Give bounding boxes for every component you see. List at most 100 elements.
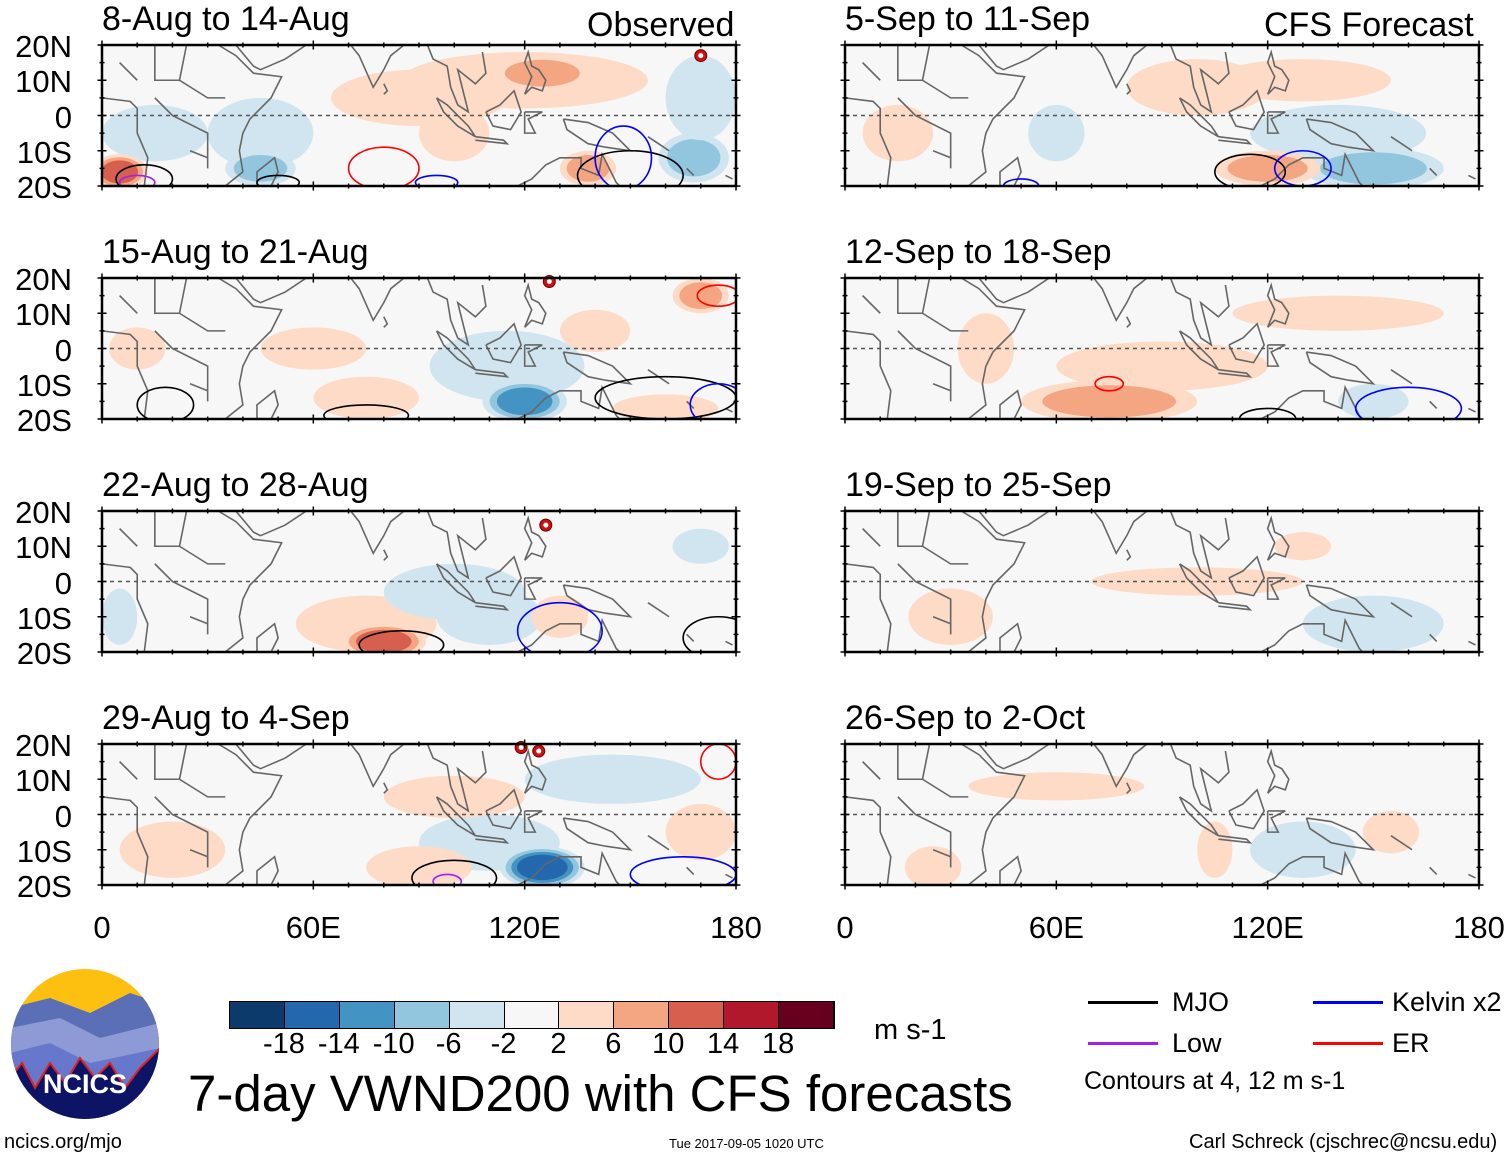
coastline (897, 744, 931, 781)
coastline (515, 617, 621, 652)
coastline (897, 330, 952, 402)
coastline (960, 511, 1026, 652)
coastline (119, 62, 138, 81)
coastline (523, 748, 547, 794)
anomaly-region (436, 588, 543, 645)
coastline (102, 796, 149, 885)
contour-er (1094, 375, 1125, 392)
coastline (154, 278, 188, 315)
contour-note: Contours at 4, 12 m s-1 (1084, 1067, 1346, 1095)
coastline (217, 45, 283, 186)
panel-title: 29-Aug to 4-Sep (102, 699, 350, 737)
legend-label-er: ER (1392, 1028, 1430, 1058)
contour-low (432, 873, 463, 885)
coastline (999, 855, 1022, 885)
coastline (523, 49, 547, 95)
coastline (475, 368, 510, 378)
coastline (897, 278, 931, 315)
coastline (862, 761, 881, 780)
colorbar-units: m s-1 (874, 1014, 947, 1046)
lon-tick-label: 120E (488, 910, 561, 945)
coastline (845, 796, 892, 885)
coastline (154, 97, 209, 169)
anomaly-region (102, 588, 138, 645)
lat-tick-label: 20S (16, 403, 72, 438)
coastline (217, 744, 283, 885)
contour-mjo (1214, 153, 1287, 186)
contour-mjo (115, 164, 174, 186)
legend-label-low: Low (1172, 1028, 1222, 1058)
anomaly-region (313, 376, 419, 419)
map-panel (97, 40, 741, 191)
legend-line-er (1313, 1042, 1383, 1045)
coastline (119, 761, 138, 780)
lat-tick-label: 20N (15, 495, 72, 530)
anomaly-region (1042, 385, 1177, 418)
colorbar-swatch (339, 1002, 395, 1028)
lat-tick-label: 10N (15, 530, 72, 566)
coastline (1169, 744, 1230, 813)
coastline (1228, 555, 1266, 597)
panel-title: 15-Aug to 21-Aug (102, 233, 369, 271)
coastline (154, 744, 188, 781)
contour-er (347, 146, 420, 186)
legend-label-mjo: MJO (1172, 987, 1229, 1017)
footer-url: ncics.org/mjo (4, 1131, 122, 1153)
lat-tick-label: 20S (16, 170, 72, 205)
coastline (256, 389, 279, 419)
anomaly-region (1274, 532, 1332, 561)
coastline (562, 118, 633, 152)
map-panel (840, 506, 1484, 657)
coastline (349, 45, 406, 90)
coastline (523, 282, 547, 328)
panel-title: 5-Sep to 11-Sep (845, 0, 1091, 38)
coastline (154, 45, 188, 82)
panel-title: 12-Sep to 18-Sep (845, 233, 1112, 271)
colorbar-label: -6 (435, 1028, 462, 1060)
coastline (102, 97, 149, 186)
colorbar-label: -18 (262, 1028, 305, 1060)
contour-kelvin (516, 601, 603, 652)
anomaly-region (957, 313, 1015, 384)
anomaly-region (1227, 154, 1308, 182)
coastline (383, 782, 389, 794)
anomaly-region (1250, 821, 1356, 878)
anomaly-region (102, 104, 208, 162)
coastline (485, 322, 523, 364)
main-title: 7-day VWND200 with CFS forecasts (188, 1065, 1013, 1122)
anomaly-region (504, 59, 580, 87)
contour-kelvin (1354, 386, 1463, 419)
lat-tick-label: 10S (16, 600, 72, 636)
coastline (119, 528, 138, 547)
contour-low (118, 174, 156, 186)
coastline (154, 796, 209, 868)
lat-tick-label: 20N (15, 262, 72, 297)
contour-er (699, 744, 736, 781)
contour-kelvin (414, 174, 459, 186)
coastline (485, 555, 523, 597)
coastline (189, 616, 208, 625)
panel-title: 8-Aug to 14-Aug (102, 0, 350, 38)
coastline (179, 79, 226, 99)
coastline (1390, 135, 1413, 152)
coastline (897, 796, 952, 868)
anomaly-region (968, 772, 1145, 801)
coastline (922, 312, 969, 332)
coastline (1228, 788, 1266, 830)
contour-kelvin (629, 856, 736, 885)
anomaly-region (524, 754, 701, 804)
colorbar-swatch (230, 1002, 285, 1028)
coastline (978, 744, 1050, 770)
lon-tick-label: 60E (285, 910, 341, 945)
anomaly-region (1362, 810, 1420, 854)
coastline (862, 295, 881, 314)
colorbar-swatch (504, 1002, 560, 1028)
contour-kelvin (689, 382, 736, 419)
coastline (256, 855, 279, 885)
lat-tick-label: 20N (15, 29, 72, 64)
colorbar-label: 14 (707, 1028, 740, 1060)
coastline (978, 45, 1050, 71)
colorbar (229, 1001, 835, 1029)
coastline (1266, 748, 1290, 794)
map-panel (840, 40, 1484, 191)
